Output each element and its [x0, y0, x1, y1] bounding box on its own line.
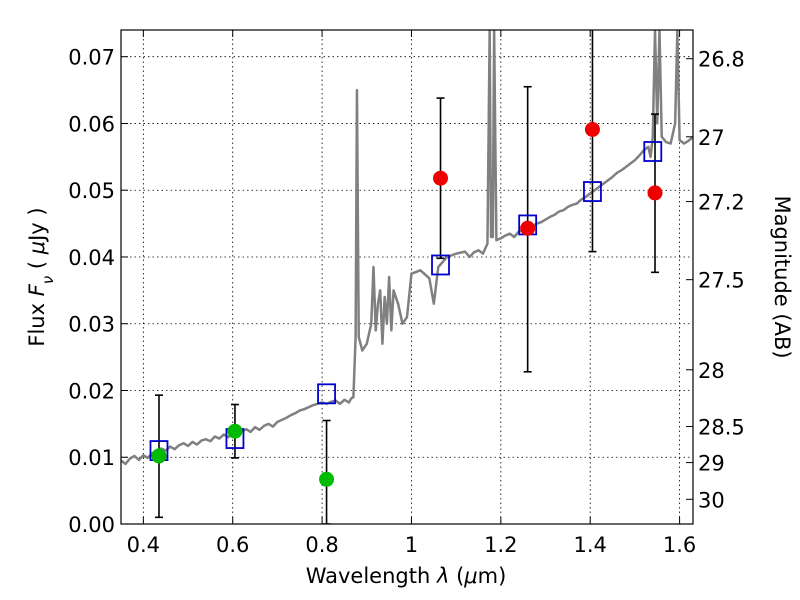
y-tick-label: 0.07: [68, 46, 115, 70]
y2-tick-label: 28.5: [698, 416, 745, 440]
green-point: [227, 423, 243, 439]
x-tick-label: 1.4: [574, 533, 607, 557]
axes: 0.4 0.6 0.8 1 1.2 1.4 1.6 0.00 0.01 0.02 0.03 0.04 0…: [68, 29, 745, 557]
spectrum-line: [121, 30, 693, 466]
axes-frame: [120, 29, 694, 525]
y2-axis-label: Magnitude (AB): [770, 195, 794, 358]
x-axis-label: Wavelength λ (μm): [306, 564, 507, 588]
red-point: [584, 121, 600, 137]
red-point: [647, 185, 663, 201]
x-tick-label: 1: [405, 533, 418, 557]
y-tick-label: 0.03: [68, 313, 115, 337]
x-tick-label: 1.2: [484, 533, 517, 557]
y2-tick-label: 27.2: [698, 191, 745, 215]
y2-tick-label: 28: [698, 359, 725, 383]
y-tick-label: 0.04: [68, 246, 115, 270]
plot-area: [121, 30, 693, 524]
grid: [121, 30, 693, 525]
y-tick-label: 0.05: [68, 179, 115, 203]
y2-tick-label: 29: [698, 452, 725, 476]
green-point: [151, 448, 167, 464]
y-tick-label: 0.06: [68, 112, 115, 136]
green-point: [319, 471, 335, 487]
y-tick-label: 0.00: [68, 513, 115, 537]
x-tick-label: 1.6: [663, 533, 696, 557]
y2-tick-label: 30: [698, 488, 725, 512]
y-tick-label: 0.02: [68, 379, 115, 403]
y-axis-label: Flux Fν ( μJy ): [25, 207, 57, 346]
x-tick-label: 0.4: [127, 533, 160, 557]
model-box: [583, 181, 602, 202]
x-tick-label: 0.6: [216, 533, 249, 557]
y2-tick-label: 27.5: [698, 269, 745, 293]
model-box: [643, 141, 663, 162]
y2-tick-label: 26.8: [698, 48, 745, 72]
model-box: [317, 383, 336, 405]
y2-tick-label: 27: [698, 126, 725, 150]
red-point: [433, 170, 449, 186]
y-tick-label: 0.01: [68, 446, 115, 470]
model-box: [431, 254, 450, 276]
red-point: [520, 220, 536, 236]
x-tick-label: 0.8: [305, 533, 338, 557]
